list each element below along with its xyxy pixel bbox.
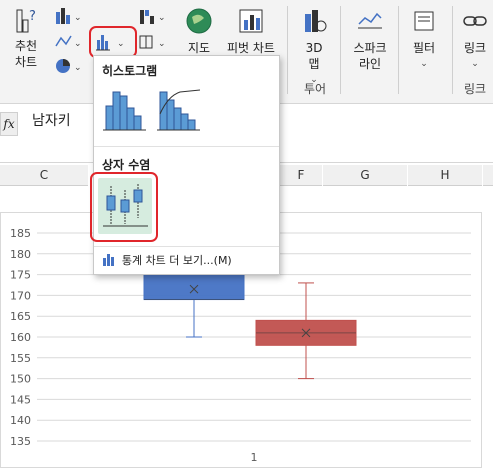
links-label: 링크 xyxy=(463,41,487,55)
filters-chevron-icon: ⌄ xyxy=(420,59,428,69)
y-tick-label: 145 xyxy=(10,393,31,406)
chart-plot: 135 140 145 150 155 160 165 170 175 180 185 1 xyxy=(10,227,471,464)
ribbon-separator xyxy=(452,6,453,94)
more-stat-charts-item[interactable]: 통계 차트 더 보기...(M) xyxy=(102,252,272,270)
pivot-chart-icon xyxy=(239,9,263,33)
y-tick-label: 160 xyxy=(10,331,31,344)
fx-icon[interactable]: fx xyxy=(0,112,18,136)
menu-divider xyxy=(94,146,279,147)
line-chart-icon: ⌄ xyxy=(55,35,82,49)
column-chart-icon: ⌄ xyxy=(56,8,82,24)
group-links-label: 링크 xyxy=(464,82,487,96)
menu-divider xyxy=(94,246,279,247)
ribbon-separator xyxy=(340,6,341,94)
hierarchy-chart-icon: ⌄ xyxy=(139,35,166,49)
3d-map-label: 3D 맵 xyxy=(305,41,323,71)
maps-label: 지도 xyxy=(187,41,211,55)
box-whisker-option[interactable] xyxy=(98,178,152,234)
svg-text:⌄: ⌄ xyxy=(74,13,82,23)
group-tour-label: 투어 xyxy=(304,82,327,96)
pie-chart-button[interactable]: ⌄ xyxy=(54,56,84,76)
more-stat-charts-label: 통계 차트 더 보기...(M) xyxy=(121,254,232,267)
pareto-icon xyxy=(157,89,201,131)
y-tick-label: 165 xyxy=(10,310,31,323)
globe-icon xyxy=(186,8,212,34)
pivot-chart-label: 피벗 차트 xyxy=(227,41,275,55)
stat-chart-small-icon xyxy=(103,254,114,266)
y-tick-label: 150 xyxy=(10,373,31,386)
sparklines-label: 스파크 라인 xyxy=(353,41,387,71)
pie-chart-icon: ⌄ xyxy=(56,59,82,73)
column-header-f[interactable]: F xyxy=(280,165,322,186)
svg-text:⌄: ⌄ xyxy=(74,63,82,73)
recommended-charts-icon: ? xyxy=(16,9,36,33)
svg-text:?: ? xyxy=(29,9,36,24)
link-icon xyxy=(463,16,487,26)
boxwhisker-section-header: 상자 수염 xyxy=(102,158,151,172)
ribbon-separator xyxy=(287,6,288,94)
waterfall-chart-button[interactable]: ⌄ xyxy=(138,6,168,26)
3d-map-icon xyxy=(305,10,327,32)
statistic-button-highlight xyxy=(89,26,137,58)
histogram-icon xyxy=(103,91,146,131)
3d-map-chevron-icon: ⌄ xyxy=(310,75,318,85)
x-category-label: 1 xyxy=(251,451,258,464)
y-tick-label: 135 xyxy=(10,435,31,448)
filters-button[interactable]: 필터 ⌄ xyxy=(404,6,444,72)
y-tick-label: 170 xyxy=(10,289,31,302)
links-chevron-icon: ⌄ xyxy=(471,59,479,69)
svg-text:⌄: ⌄ xyxy=(74,39,82,49)
statistic-chart-menu: 히스토그램 상자 수염 통계 차트 더 보기...(M) xyxy=(90,55,280,275)
filter-icon xyxy=(414,11,434,31)
sparkline-icon xyxy=(358,12,382,29)
mean-marker xyxy=(301,328,311,338)
column-header-c[interactable]: C xyxy=(0,165,88,186)
pivot-chart-button[interactable]: 피벗 차트 xyxy=(222,6,280,56)
y-tick-label: 185 xyxy=(10,227,31,240)
3d-map-button[interactable]: 3D 맵 ⌄ xyxy=(296,6,332,88)
formula-input[interactable]: 남자키 xyxy=(32,113,71,129)
line-chart-button[interactable]: ⌄ xyxy=(54,32,84,52)
column-header-h[interactable]: H xyxy=(408,165,482,186)
histogram-section-header: 히스토그램 xyxy=(102,64,158,78)
y-tick-label: 175 xyxy=(10,269,31,282)
y-tick-label: 155 xyxy=(10,352,31,365)
svg-text:⌄: ⌄ xyxy=(158,13,166,23)
sparklines-button[interactable]: 스파크 라인 xyxy=(348,6,392,72)
waterfall-chart-icon: ⌄ xyxy=(140,10,166,24)
box-whisker-icon xyxy=(103,184,148,227)
svg-text:⌄: ⌄ xyxy=(117,39,125,49)
statistic-chart-button[interactable]: ⌄ xyxy=(95,32,129,52)
recommended-charts-button[interactable]: ? 추천 차트 xyxy=(6,6,46,70)
ribbon-separator xyxy=(398,6,399,94)
box-whisker-highlight xyxy=(90,172,158,242)
maps-button[interactable]: 지도 xyxy=(180,6,218,56)
column-chart-button[interactable]: ⌄ xyxy=(54,6,84,26)
links-button[interactable]: 링크 ⌄ xyxy=(458,6,492,72)
mean-marker xyxy=(189,284,199,294)
column-header-partial[interactable] xyxy=(483,165,493,186)
pareto-option[interactable] xyxy=(154,84,204,136)
svg-text:⌄: ⌄ xyxy=(158,39,166,49)
filters-label: 필터 xyxy=(412,41,436,55)
histogram-option[interactable] xyxy=(100,84,150,136)
hierarchy-chart-button[interactable]: ⌄ xyxy=(138,32,168,52)
histogram-chart-icon: ⌄ xyxy=(96,35,125,51)
y-tick-label: 140 xyxy=(10,414,31,427)
recommended-charts-label: 추천 차트 xyxy=(14,39,38,69)
y-tick-label: 180 xyxy=(10,248,31,261)
column-header-g[interactable]: G xyxy=(323,165,407,186)
